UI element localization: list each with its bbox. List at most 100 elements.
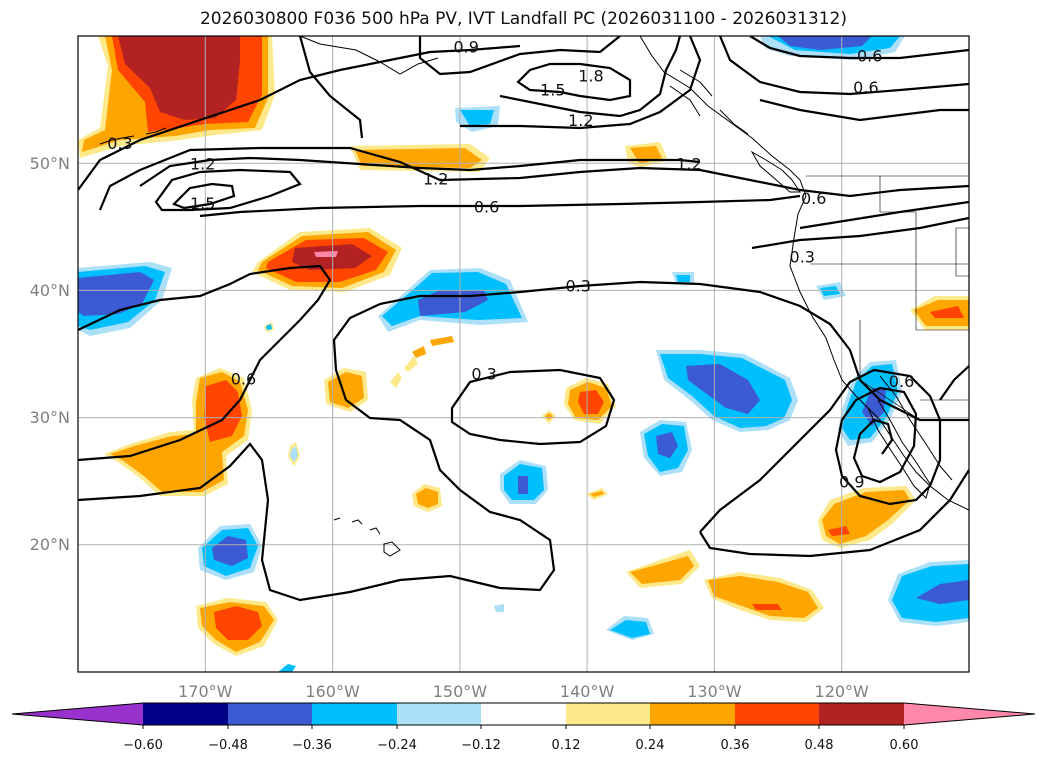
lat-tick-label: 40°N bbox=[30, 281, 70, 300]
positive-pv-region bbox=[545, 413, 553, 420]
colorbar-tick-label: 0.48 bbox=[805, 738, 834, 753]
negative-pv-region bbox=[778, 36, 872, 50]
contour-line bbox=[799, 200, 969, 230]
contour-line bbox=[199, 194, 801, 218]
pv-contours bbox=[78, 36, 969, 602]
positive-pv-region bbox=[314, 251, 338, 257]
contour-line bbox=[699, 368, 942, 533]
colorbar-segment bbox=[143, 703, 228, 725]
colorbar-segment bbox=[397, 703, 481, 725]
positive-pv-region bbox=[630, 556, 694, 584]
contour-label: 0.6 bbox=[474, 198, 499, 217]
map-title: 2026030800 F036 500 hPa PV, IVT Landfall… bbox=[199, 9, 847, 29]
contour-label: 1.2 bbox=[676, 154, 701, 173]
positive-pv-region bbox=[204, 380, 242, 442]
negative-pv-region bbox=[266, 324, 272, 330]
positive-pv-region bbox=[590, 491, 604, 497]
contour-line bbox=[139, 156, 701, 187]
contour-line bbox=[172, 182, 236, 210]
contour-line bbox=[749, 36, 969, 60]
lat-axis-labels: 50°N 40°N 30°N 20°N bbox=[30, 154, 70, 554]
pv-shading bbox=[78, 36, 969, 672]
contour-label: 0.6 bbox=[231, 369, 256, 388]
contour-line bbox=[78, 264, 332, 462]
graticule bbox=[78, 36, 969, 672]
contour-labels: 0.91.81.51.20.60.60.31.21.51.21.20.6 0.60… bbox=[107, 37, 914, 491]
negative-pv-region bbox=[656, 432, 678, 458]
colorbar-segment bbox=[481, 703, 566, 725]
north-america-coastline bbox=[639, 36, 969, 511]
colorbar-extend-high bbox=[904, 703, 1035, 725]
negative-pv-region bbox=[686, 364, 760, 414]
positive-pv-region bbox=[404, 356, 418, 372]
contour-line bbox=[450, 368, 616, 446]
colorbar-tick-label: −0.12 bbox=[461, 738, 501, 753]
colorbar-segment bbox=[312, 703, 397, 725]
lat-tick-label: 20°N bbox=[30, 535, 70, 554]
contour-label: 1.5 bbox=[540, 81, 565, 100]
negative-pv-region bbox=[676, 275, 690, 282]
gulf-of-california bbox=[879, 375, 953, 481]
positive-pv-region bbox=[430, 336, 454, 346]
contour-label: 0.9 bbox=[839, 472, 864, 491]
colorbar-segment bbox=[228, 703, 312, 725]
contour-line bbox=[298, 36, 364, 139]
lon-tick-label: 160°W bbox=[305, 682, 360, 701]
positive-pv-region bbox=[214, 606, 262, 640]
hawaiian-islands bbox=[333, 517, 401, 557]
lon-tick-label: 130°W bbox=[687, 682, 742, 701]
contour-label: 1.2 bbox=[568, 111, 593, 130]
negative-pv-region bbox=[78, 272, 154, 316]
map-frame bbox=[77, 35, 970, 673]
positive-pv-region bbox=[930, 306, 964, 318]
contour-label: 0.6 bbox=[857, 46, 882, 65]
contour-label: 1.2 bbox=[423, 170, 448, 189]
negative-pv-region bbox=[820, 286, 840, 296]
lon-tick-label: 150°W bbox=[433, 682, 488, 701]
positive-pv-region bbox=[328, 372, 364, 408]
contour-line bbox=[78, 44, 521, 191]
colorbar-tick-label: 0.24 bbox=[636, 738, 665, 753]
contour-label: 0.6 bbox=[853, 78, 878, 97]
contour-line bbox=[699, 469, 969, 558]
aleutian-islands bbox=[99, 127, 167, 145]
contour-line bbox=[78, 280, 969, 602]
lon-tick-label: 120°W bbox=[815, 682, 870, 701]
colorbar-tick-label: −0.36 bbox=[292, 738, 332, 753]
contour-label: 0.3 bbox=[471, 364, 496, 383]
colorbar-tick-label: −0.60 bbox=[123, 738, 163, 753]
colorbar-ticks bbox=[142, 725, 905, 729]
lat-tick-label: 30°N bbox=[30, 408, 70, 427]
colorbar-extend-low bbox=[12, 703, 143, 725]
contour-line bbox=[759, 98, 969, 122]
negative-pv-region bbox=[460, 110, 494, 126]
contour-label: 0.3 bbox=[107, 134, 132, 153]
colorbar-segment bbox=[566, 703, 650, 725]
colorbar-tick-label: −0.24 bbox=[377, 738, 417, 753]
contour-label: 0.6 bbox=[889, 372, 914, 391]
lon-tick-label: 140°W bbox=[560, 682, 615, 701]
contour-line bbox=[460, 36, 702, 130]
contour-label: 1.8 bbox=[578, 67, 603, 86]
negative-pv-region bbox=[212, 536, 248, 566]
colorbar-tick-label: 0.12 bbox=[552, 738, 581, 753]
contour-line bbox=[939, 365, 969, 401]
negative-pv-region bbox=[290, 446, 298, 462]
contour-label: 0.3 bbox=[790, 247, 815, 266]
negative-pv-region bbox=[610, 620, 650, 638]
colorbar: −0.60 −0.48 −0.36 −0.24 −0.12 0.12 0.24 … bbox=[11, 702, 1036, 753]
contour-label: 0.3 bbox=[566, 277, 591, 296]
colorbar-segment bbox=[735, 703, 819, 725]
colorbar-tick-label: 0.60 bbox=[890, 738, 919, 753]
contour-line bbox=[516, 62, 632, 102]
positive-pv-region bbox=[390, 372, 402, 388]
positive-pv-region bbox=[708, 576, 818, 618]
colorbar-tick-label: −0.48 bbox=[208, 738, 248, 753]
contour-label: 0.9 bbox=[453, 37, 478, 56]
positive-pv-region bbox=[412, 346, 426, 358]
positive-pv-region bbox=[416, 488, 438, 508]
contour-line bbox=[154, 168, 302, 212]
contour-label: 1.5 bbox=[190, 194, 215, 213]
contour-line bbox=[499, 36, 682, 118]
